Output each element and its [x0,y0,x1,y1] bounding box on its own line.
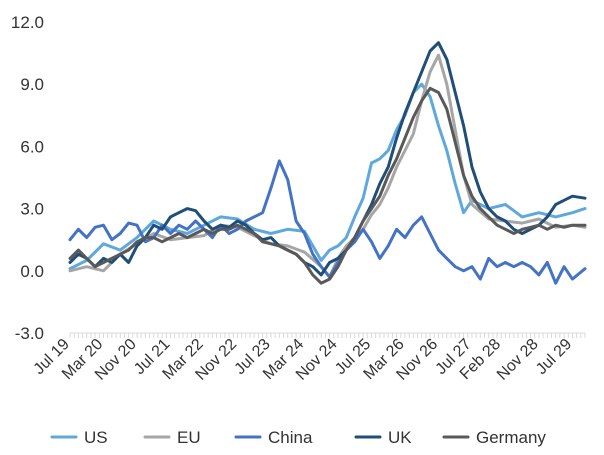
series-line-china [68,159,587,285]
x-axis-ticks [69,333,586,338]
y-axis-labels: 12.0 9.0 6.0 3.0 0.0 -3.0 [11,13,44,343]
x-tick-label: Jul 29 [533,336,575,378]
legend-label-germany: Germany [476,428,546,447]
legend-label-uk: UK [388,428,412,447]
legend-label-us: US [84,428,108,447]
legend: US EU China UK Germany [50,428,546,447]
y-tick-label: 0.0 [20,262,44,281]
y-tick-label: 3.0 [20,200,44,219]
y-tick-label: 9.0 [20,75,44,94]
x-tick-label: Nov 28 [494,336,542,384]
series-line-eu [68,53,587,279]
y-tick-label: -3.0 [15,324,44,343]
legend-label-china: China [268,428,313,447]
plot-lines [68,41,587,285]
legend-label-eu: EU [177,428,201,447]
y-tick-label: 12.0 [11,13,44,32]
series-line-germany [68,86,587,285]
y-tick-label: 6.0 [20,137,44,156]
series-line-uk [68,41,587,277]
